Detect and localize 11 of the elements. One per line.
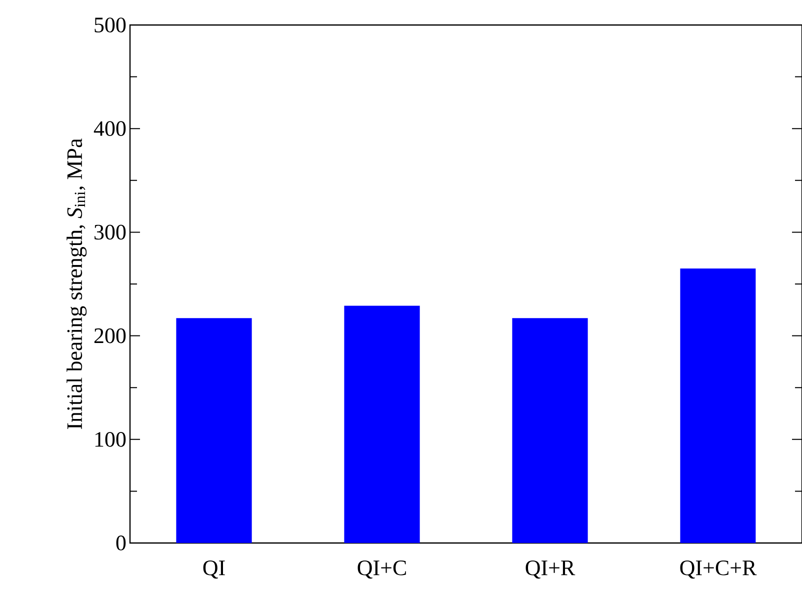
y-tick-label: 500 (94, 18, 126, 32)
y-tick-label: 100 (95, 432, 126, 447)
y-tick-label: 200 (94, 328, 126, 344)
y-tick-label: 0 (116, 536, 126, 550)
x-tick-label: QI+R (526, 560, 576, 579)
x-tick-label: QI+C+R (680, 560, 757, 579)
x-tick-label: QI+C (358, 560, 406, 579)
y-tick-label: 300 (94, 224, 126, 240)
y-axis-title: Initial bearing strength, S$_{ini}$, MPa (66, 138, 87, 430)
x-tick-label: QI (203, 560, 225, 579)
y-tick-label: 400 (94, 121, 126, 136)
